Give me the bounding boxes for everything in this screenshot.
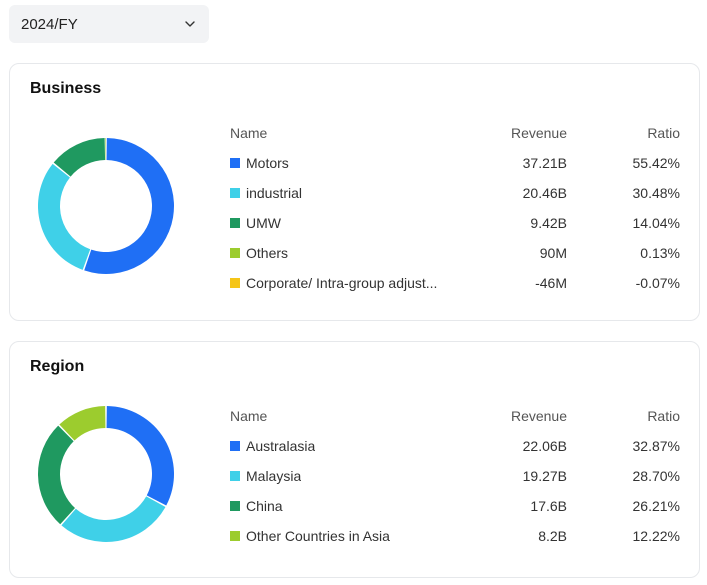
region-card: Region Name Revenue Ratio Australasia 22.… <box>9 341 700 578</box>
row-label: Others <box>246 245 289 261</box>
business-table: Name Revenue Ratio Motors 37.21B 55.42% ind… <box>230 118 682 298</box>
row-label: Corporate/ Intra-group adjust... <box>246 275 438 291</box>
row-label: Australasia <box>246 438 316 454</box>
legend-swatch <box>230 531 240 541</box>
row-revenue: -46M <box>535 275 567 291</box>
row-revenue: 20.46B <box>522 185 567 201</box>
row-name: industrial <box>230 185 490 201</box>
region-row: Malaysia 19.27B 28.70% <box>230 461 682 491</box>
row-revenue: 90M <box>539 245 567 261</box>
row-name: Others <box>230 245 490 261</box>
row-revenue: 22.06B <box>522 438 567 454</box>
row-label: Malaysia <box>246 468 302 484</box>
row-ratio: 32.87% <box>632 438 680 454</box>
row-ratio: 12.22% <box>632 528 680 544</box>
region-title: Region <box>30 358 85 375</box>
revenue-header: Revenue <box>510 125 567 141</box>
region-donut-chart <box>38 406 174 542</box>
row-ratio: 0.13% <box>640 245 680 261</box>
row-ratio: 55.42% <box>632 155 680 171</box>
row-name: Corporate/ Intra-group adjust... <box>230 275 490 291</box>
region-table: Name Revenue Ratio Australasia 22.06B 32.8… <box>230 401 682 551</box>
business-row: Motors 37.21B 55.42% <box>230 148 682 178</box>
row-revenue: 19.27B <box>522 468 567 484</box>
row-name: Malaysia <box>230 468 490 484</box>
row-name: China <box>230 498 490 514</box>
row-ratio: 14.04% <box>632 215 680 231</box>
business-donut-slice <box>105 138 106 161</box>
region-table-header: Name Revenue Ratio <box>230 401 682 431</box>
row-label: industrial <box>246 185 303 201</box>
legend-swatch <box>230 501 240 511</box>
row-revenue: 8.2B <box>538 528 567 544</box>
business-row: industrial 20.46B 30.48% <box>230 178 682 208</box>
business-donut-slice <box>53 138 106 177</box>
legend-swatch <box>230 158 240 168</box>
business-row: UMW 9.42B 14.04% <box>230 208 682 238</box>
period-select[interactable]: 2024/FY <box>9 5 209 43</box>
row-label: Motors <box>246 155 289 171</box>
name-header: Name <box>230 125 268 141</box>
region-donut-slice <box>38 425 76 525</box>
revenue-header: Revenue <box>510 408 567 424</box>
region-donut-slice <box>59 406 106 441</box>
legend-swatch <box>230 218 240 228</box>
row-label: Other Countries in Asia <box>246 528 390 544</box>
business-donut-slice <box>84 138 174 274</box>
chevron-down-icon <box>183 17 197 31</box>
row-revenue: 37.21B <box>522 155 567 171</box>
legend-swatch <box>230 248 240 258</box>
row-revenue: 17.6B <box>530 498 567 514</box>
business-row: Others 90M 0.13% <box>230 238 682 268</box>
row-revenue: 9.42B <box>530 215 567 231</box>
name-header: Name <box>230 408 268 424</box>
row-name: Other Countries in Asia <box>230 528 490 544</box>
business-row: Corporate/ Intra-group adjust... -46M -0.0… <box>230 268 682 298</box>
row-name: Australasia <box>230 438 490 454</box>
legend-swatch <box>230 471 240 481</box>
region-donut-slice <box>106 406 174 506</box>
row-ratio: 28.70% <box>632 468 680 484</box>
row-ratio: 26.21% <box>632 498 680 514</box>
period-select-value: 2024/FY <box>21 15 78 33</box>
region-row: China 17.6B 26.21% <box>230 491 682 521</box>
business-donut-slice <box>37 163 91 270</box>
legend-swatch <box>230 278 240 288</box>
region-row: Australasia 22.06B 32.87% <box>230 431 682 461</box>
row-ratio: -0.07% <box>635 275 680 291</box>
business-card: Business Name Revenue Ratio Motors 37.21B… <box>9 63 700 321</box>
business-title: Business <box>30 80 102 97</box>
region-row: Other Countries in Asia 8.2B 12.22% <box>230 521 682 551</box>
business-donut-chart <box>37 138 174 274</box>
legend-swatch <box>230 441 240 451</box>
row-label: China <box>246 498 283 514</box>
row-name: UMW <box>230 215 490 231</box>
legend-swatch <box>230 188 240 198</box>
business-table-header: Name Revenue Ratio <box>230 118 682 148</box>
region-donut-slice <box>61 496 166 542</box>
row-ratio: 30.48% <box>632 185 680 201</box>
ratio-header: Ratio <box>647 125 680 141</box>
ratio-header: Ratio <box>647 408 680 424</box>
row-name: Motors <box>230 155 490 171</box>
row-label: UMW <box>246 215 281 231</box>
